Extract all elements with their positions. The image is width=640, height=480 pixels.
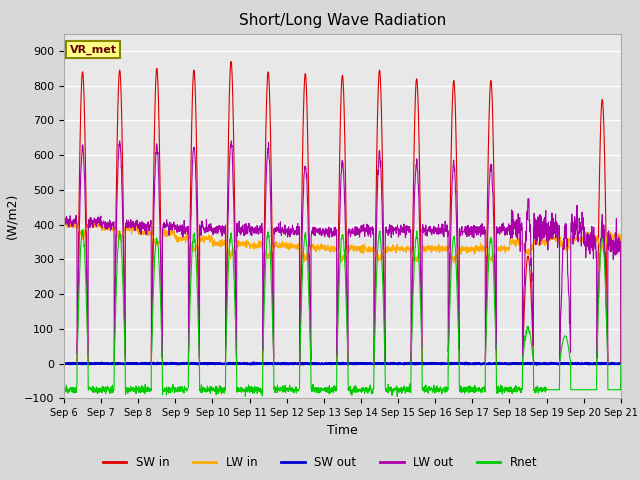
LW in [60,221,68,227]
LW out [216,222,223,228]
LW out [617,361,625,367]
SW in [371,294,379,300]
LW out [584,243,591,249]
SW out [371,360,379,366]
Line: LW out: LW out [64,141,621,366]
LW in [216,239,223,244]
LW out [296,363,303,369]
SW out [359,360,367,366]
Rnet [216,383,223,388]
SW out [250,360,258,365]
Legend: SW in, LW in, SW out, LW out, Rnet: SW in, LW in, SW out, LW out, Rnet [98,452,542,474]
LW in [568,234,575,240]
SW in [60,361,68,367]
Rnet [359,385,367,391]
Line: LW in: LW in [64,220,621,364]
LW out [60,218,68,224]
SW out [67,361,74,367]
LW in [359,244,367,250]
SW out [216,360,223,366]
LW in [371,249,379,254]
SW out [505,361,513,367]
SW in [584,361,591,367]
Rnet [371,333,379,339]
Line: SW out: SW out [64,362,621,364]
Rnet [584,387,591,393]
Line: SW in: SW in [64,61,621,364]
Rnet [60,388,68,394]
LW in [504,245,512,251]
LW out [371,301,379,307]
X-axis label: Time: Time [327,424,358,437]
Title: Short/Long Wave Radiation: Short/Long Wave Radiation [239,13,446,28]
SW out [584,361,591,367]
SW out [60,360,68,366]
LW in [90,217,97,223]
SW in [359,361,367,367]
SW out [617,361,625,367]
Y-axis label: (W/m2): (W/m2) [5,193,19,239]
SW out [568,360,576,366]
SW in [568,361,575,367]
SW in [617,361,625,367]
SW in [216,361,223,367]
Rnet [568,387,576,393]
SW in [504,361,512,367]
Rnet [79,227,86,233]
Text: VR_met: VR_met [70,45,116,55]
Rnet [617,361,625,367]
LW out [228,138,236,144]
Rnet [505,384,513,390]
LW in [584,235,591,240]
LW out [505,221,513,227]
SW in [227,59,235,64]
Line: Rnet: Rnet [64,230,621,396]
Rnet [394,394,401,399]
LW out [568,215,576,221]
LW in [617,361,625,367]
LW out [359,227,367,233]
